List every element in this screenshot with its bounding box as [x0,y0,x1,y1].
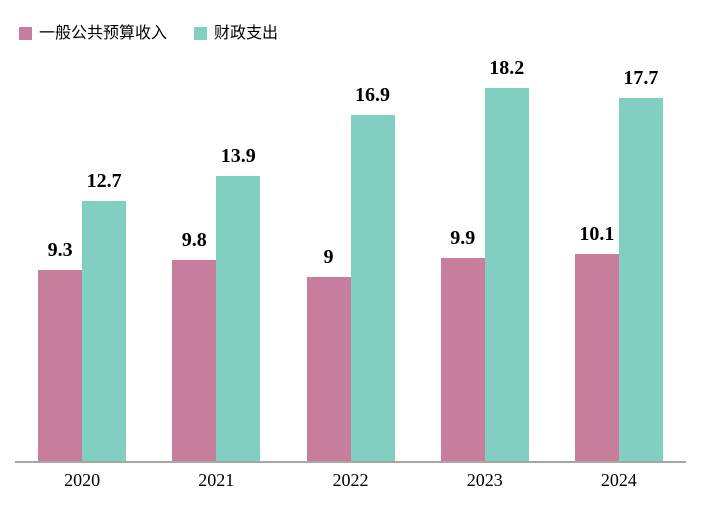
value-label-revenue-2022: 9 [323,245,334,268]
x-axis-labels: 2020 2021 2022 2023 2024 [15,470,686,492]
bar-revenue-2021: 9.8 [172,230,217,461]
value-label-revenue-2024: 10.1 [579,223,615,245]
plot-area: 9.3 12.7 9.8 13.9 9 16.9 9.9 18.2 10.1 17.7 [15,51,686,461]
legend: 一般公共预算收入 财政支出 [19,24,278,43]
x-tick-label-2022: 2022 [332,470,369,490]
x-tick-label-2020: 2020 [64,470,101,490]
bar-group-2020: 9.3 12.7 [15,51,149,461]
bar-group-2021: 9.8 13.9 [149,51,283,461]
bar-expenditure-2023: 18.2 [484,58,529,461]
bar-revenue-2024: 10.1 [574,224,619,461]
value-label-revenue-2023: 9.9 [450,227,476,249]
legend-item-expenditure: 财政支出 [194,24,278,43]
bar-expenditure-2024: 17.7 [618,68,663,461]
value-label-expenditure-2024: 17.7 [623,67,659,90]
value-label-revenue-2021: 9.8 [181,229,207,252]
bar-expenditure-2021: 13.9 [216,146,261,461]
value-label-expenditure-2020: 12.7 [86,169,122,192]
bar-group-2024: 10.1 17.7 [552,51,686,461]
bar-revenue-2020: 9.3 [38,240,83,461]
bar-revenue-2022: 9 [306,247,351,461]
bar-expenditure-2022: 16.9 [350,85,395,461]
value-label-expenditure-2022: 16.9 [355,83,390,106]
bar-group-2023: 9.9 18.2 [418,51,552,461]
value-label-expenditure-2023: 18.2 [489,56,525,79]
legend-item-revenue: 一般公共预算收入 [19,24,167,43]
x-axis-line [15,461,686,463]
bar-expenditure-2020: 12.7 [82,171,127,461]
legend-label-expenditure: 财政支出 [214,25,279,42]
legend-label-revenue: 一般公共预算收入 [39,25,168,42]
value-label-revenue-2020: 9.3 [47,239,73,262]
bar-revenue-2023: 9.9 [440,228,485,461]
bar-group-2022: 9 16.9 [283,51,417,461]
x-tick-label-2024: 2024 [600,470,637,490]
legend-swatch-expenditure-icon [194,27,208,41]
legend-swatch-revenue-icon [19,27,32,41]
x-tick-label-2023: 2023 [466,470,503,490]
value-label-expenditure-2021: 13.9 [220,145,256,168]
x-tick-label-2021: 2021 [198,470,235,490]
